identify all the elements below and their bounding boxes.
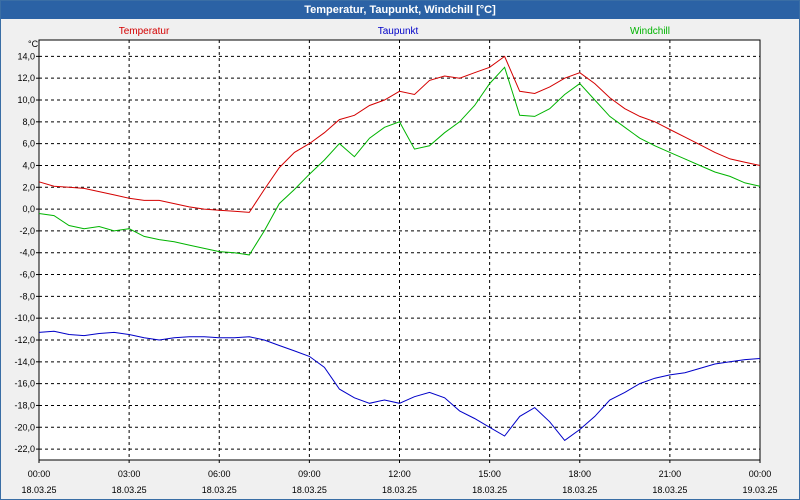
y-tick-label: 6,0: [22, 139, 35, 149]
y-tick-label: 2,0: [22, 182, 35, 192]
x-tick-time: 21:00: [659, 469, 682, 479]
y-tick-label: -8,0: [19, 291, 35, 301]
series-line-temperatur: [38, 55, 761, 213]
legend: Temperatur Taupunkt Windchill: [119, 26, 670, 37]
y-axis-unit: °C: [28, 39, 39, 49]
y-tick-label: -2,0: [19, 226, 35, 236]
x-tick-time: 00:00: [28, 469, 51, 479]
x-tick-time: 00:00: [749, 469, 772, 479]
y-tick-label: 4,0: [22, 160, 35, 170]
y-tick-label: -16,0: [14, 379, 35, 389]
x-tick-time: 09:00: [298, 469, 321, 479]
y-tick-label: 0,0: [22, 204, 35, 214]
x-tick-date: 18.03.25: [292, 485, 327, 495]
x-tick-time: 12:00: [388, 469, 411, 479]
x-tick-date: 18.03.25: [202, 485, 237, 495]
y-tick-label: -12,0: [14, 335, 35, 345]
x-tick-time: 03:00: [118, 469, 141, 479]
series-line-taupunkt: [38, 330, 761, 442]
x-tick-date: 18.03.25: [382, 485, 417, 495]
x-tick-time: 18:00: [568, 469, 591, 479]
window-title: Temperatur, Taupunkt, Windchill [°C]: [1, 1, 799, 19]
y-tick-label: -4,0: [19, 248, 35, 258]
x-axis: 00:00 18.03.25 03:00 18.03.25 06:00 18.03.25 0…: [21, 460, 778, 495]
y-tick-label: -18,0: [14, 400, 35, 410]
y-tick-label: -10,0: [14, 313, 35, 323]
y-tick-label: 8,0: [22, 117, 35, 127]
x-tick-date: 18.03.25: [112, 485, 147, 495]
x-tick-time: 06:00: [208, 469, 231, 479]
y-tick-label: -22,0: [14, 444, 35, 454]
x-tick-date: 18.03.25: [21, 485, 56, 495]
y-tick-label: -20,0: [14, 422, 35, 432]
x-tick-date: 18.03.25: [472, 485, 507, 495]
y-tick-label: 12,0: [17, 73, 35, 83]
x-tick-time: 15:00: [478, 469, 501, 479]
legend-temperatur: Temperatur: [119, 26, 170, 37]
x-tick-date: 18.03.25: [562, 485, 597, 495]
series-line-windchill: [38, 66, 761, 256]
x-tick-date: 18.03.25: [652, 485, 687, 495]
series-lines: [38, 55, 761, 442]
grid-lines: [39, 40, 760, 460]
legend-windchill: Windchill: [630, 26, 670, 37]
y-tick-label: 10,0: [17, 95, 35, 105]
legend-taupunkt: Taupunkt: [378, 26, 419, 37]
x-tick-date: 19.03.25: [742, 485, 777, 495]
y-axis: 14,0 12,0 10,0 8,0 6,0 4,0 2,0 0,0 -2,0 -4,0 -6,0 -…: [14, 51, 39, 454]
y-tick-label: 14,0: [17, 51, 35, 61]
y-tick-label: -14,0: [14, 357, 35, 367]
y-tick-label: -6,0: [19, 270, 35, 280]
